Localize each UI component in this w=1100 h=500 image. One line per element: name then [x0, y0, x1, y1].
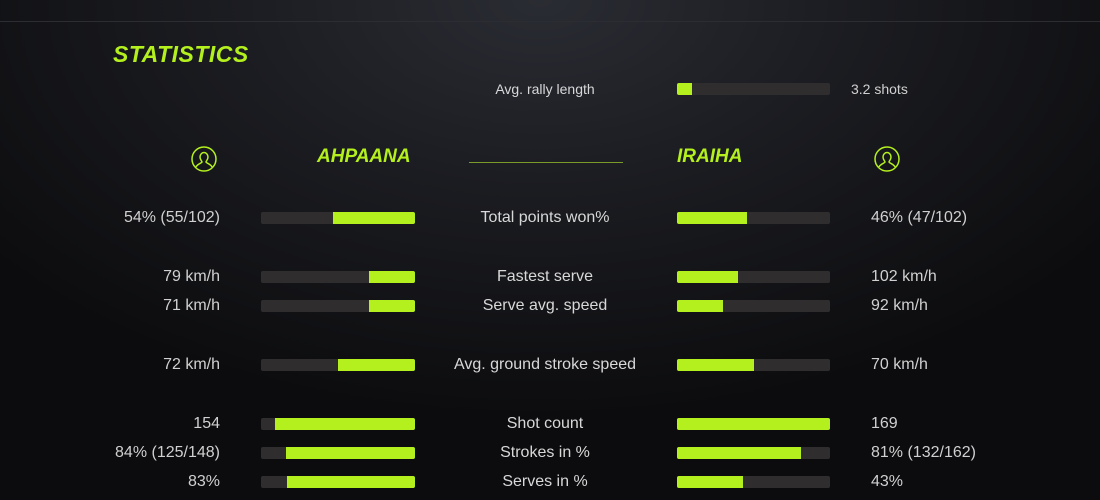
right-bar: [677, 300, 830, 312]
right-bar-fill: [677, 418, 830, 430]
top-divider: [0, 21, 1100, 22]
left-value: 71 km/h: [163, 297, 220, 314]
stat-row: 83% Serves in % 43%: [0, 472, 1100, 492]
left-bar: [261, 447, 415, 459]
player-right-name: IRAIHA: [677, 146, 743, 167]
right-value: 92 km/h: [871, 297, 928, 314]
right-bar: [677, 447, 830, 459]
stat-label: Fastest serve: [496, 268, 594, 285]
right-bar: [677, 271, 830, 283]
right-bar-fill: [677, 271, 739, 283]
stat-label: Shot count: [506, 415, 584, 432]
player-left-name: AHPAANA: [317, 146, 411, 167]
left-bar: [261, 476, 415, 488]
page-title: STATISTICS: [113, 41, 249, 67]
right-bar-fill: [677, 300, 723, 312]
stat-label: Avg. rally length: [495, 81, 595, 97]
right-bar-fill: [677, 476, 743, 488]
right-bar-fill: [677, 447, 801, 459]
stat-row: 154 Shot count 169: [0, 414, 1100, 434]
right-bar: [677, 476, 830, 488]
left-bar-fill: [338, 359, 415, 371]
right-value: 169: [871, 415, 898, 432]
rally-bar-fill: [677, 83, 693, 95]
stat-row-rally: Avg. rally length 3.2 shots: [0, 79, 1100, 99]
left-value: 72 km/h: [163, 356, 220, 373]
right-bar-fill: [677, 212, 748, 224]
user-circle-icon: [874, 146, 900, 172]
right-value: 70 km/h: [871, 356, 928, 373]
right-bar: [677, 359, 830, 371]
left-bar-fill: [285, 447, 415, 459]
stat-row: 54% (55/102) Total points won% 46% (47/1…: [0, 208, 1100, 228]
right-value: 102 km/h: [871, 268, 937, 285]
rally-bar: [677, 83, 830, 95]
stat-label: Serves in %: [502, 473, 588, 490]
stat-label: Avg. ground stroke speed: [453, 356, 637, 373]
right-value: 46% (47/102): [871, 209, 968, 226]
rally-value: 3.2 shots: [851, 81, 908, 97]
left-bar-fill: [333, 212, 415, 224]
left-bar: [261, 271, 415, 283]
left-bar-fill: [287, 476, 415, 488]
left-value: 154: [193, 415, 220, 432]
left-bar-fill: [368, 271, 415, 283]
left-value: 84% (125/148): [115, 444, 220, 461]
stat-label: Strokes in %: [500, 444, 590, 461]
right-value: 43%: [871, 473, 904, 490]
header-separator: [469, 162, 623, 163]
left-bar: [261, 212, 415, 224]
left-bar: [261, 418, 415, 430]
stat-row: 84% (125/148) Strokes in % 81% (132/162): [0, 443, 1100, 463]
right-bar: [677, 418, 830, 430]
left-value: 54% (55/102): [123, 209, 220, 226]
left-bar-fill: [274, 418, 415, 430]
left-value: 79 km/h: [163, 268, 220, 285]
left-value: 83%: [187, 473, 220, 490]
stat-row: 71 km/h Serve avg. speed 92 km/h: [0, 296, 1100, 316]
stat-row: 72 km/h Avg. ground stroke speed 70 km/h: [0, 355, 1100, 375]
user-circle-icon: [191, 146, 217, 172]
right-bar-fill: [677, 359, 754, 371]
left-bar: [261, 359, 415, 371]
left-bar: [261, 300, 415, 312]
right-value: 81% (132/162): [871, 444, 976, 461]
stat-row: 79 km/h Fastest serve 102 km/h: [0, 267, 1100, 287]
stat-label: Total points won%: [480, 209, 610, 226]
stat-label: Serve avg. speed: [482, 297, 608, 314]
left-bar-fill: [368, 300, 415, 312]
right-bar: [677, 212, 830, 224]
